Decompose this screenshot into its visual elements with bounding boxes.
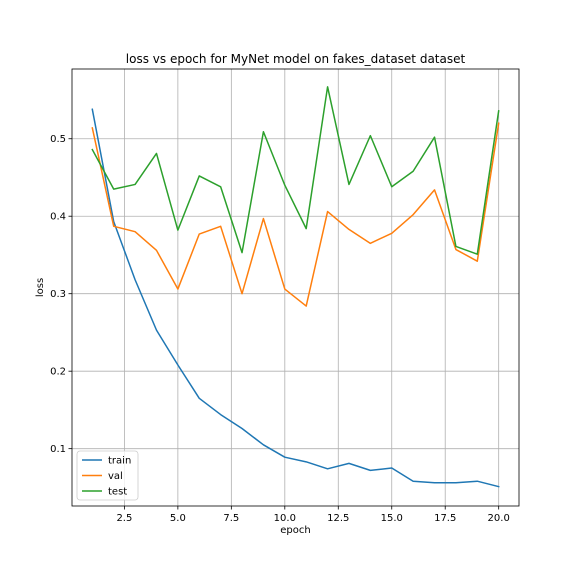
x-tick-label: 7.5 [223,513,239,524]
grid [72,69,519,506]
series-line-train [91,108,500,488]
y-axis-label: loss [35,278,46,297]
y-tick-label: 0.1 [50,444,66,455]
plot-area [72,69,519,506]
legend-label-val: val [108,471,123,482]
x-tick-label: 20.0 [488,513,510,524]
y-tick-label: 0.5 [50,134,66,145]
legend-label-test: test [108,487,127,498]
x-tick-label: 15.0 [381,513,403,524]
ticks: 2.5 5.0 7.5 10.0 12.5 15.0 17.5 20.0 0.1 0.2 0.3 0.… [50,134,510,524]
x-tick-label: 5.0 [170,513,186,524]
x-tick-label: 10.0 [274,513,296,524]
x-tick-label: 17.5 [434,513,456,524]
x-tick-label: 2.5 [116,513,132,524]
y-tick-label: 0.4 [50,212,66,223]
series-group [91,86,500,488]
legend-box [76,450,139,501]
chart-title: loss vs epoch for MyNet model on fakes_d… [126,52,466,66]
legend-label-train: train [108,456,131,467]
y-tick-label: 0.2 [50,367,66,378]
series-line-val [91,122,500,307]
series-line-test [91,86,500,255]
x-tick-label: 12.5 [327,513,349,524]
y-tick-label: 0.3 [50,289,66,300]
x-axis-label: epoch [280,525,310,536]
plot-frame [71,68,520,507]
legend: train val test [76,450,139,501]
